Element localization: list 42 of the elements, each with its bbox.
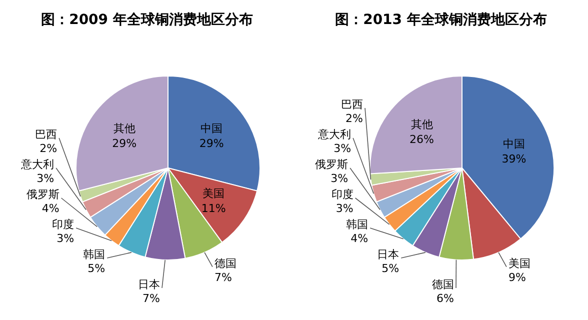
chart-title: 图：2013 年全球铜消费地区分布 — [335, 12, 547, 28]
data-label: 4% — [42, 202, 60, 215]
slice-label: 巴西 — [35, 128, 58, 141]
data-label: 5% — [88, 262, 106, 275]
slice-label: 德国 — [432, 278, 454, 291]
data-label: 3% — [36, 172, 54, 185]
slice-label: 中国 — [200, 122, 223, 136]
data-label: 7% — [142, 292, 160, 305]
slice-label: 德国 — [214, 256, 236, 270]
slice-label: 韩国 — [83, 248, 106, 261]
data-label: 6% — [436, 292, 454, 305]
slice-label: 印度 — [331, 188, 354, 201]
data-label: 3% — [334, 142, 352, 155]
slice-label: 日本 — [377, 248, 400, 261]
chart-title: 图：2009 年全球铜消费地区分布 — [41, 12, 253, 28]
slice-label: 其他 — [410, 118, 433, 132]
data-label: 26% — [410, 133, 434, 146]
slice-label: 中国 — [502, 137, 525, 150]
data-label: 7% — [214, 270, 232, 284]
slice-label: 印度 — [52, 218, 74, 231]
data-label: 39% — [502, 152, 526, 166]
slice-label: 其他 — [113, 122, 136, 136]
slice-label: 巴西 — [341, 98, 364, 111]
data-label: 9% — [508, 270, 526, 284]
slice-label: 美国 — [508, 256, 530, 270]
data-label: 2% — [346, 112, 364, 125]
data-label: 5% — [382, 262, 400, 275]
slice-label: 意大利 — [20, 158, 54, 171]
data-label: 3% — [56, 232, 74, 245]
slice-label: 韩国 — [346, 218, 368, 231]
data-label: 29% — [112, 137, 137, 150]
data-label: 2% — [40, 142, 58, 155]
data-label: 3% — [330, 172, 348, 185]
slice-label: 俄罗斯 — [26, 188, 60, 201]
data-label: 11% — [201, 202, 226, 216]
data-label: 29% — [199, 137, 224, 150]
data-label: 3% — [336, 202, 354, 215]
slice-label: 日本 — [138, 278, 160, 291]
slice-label: 俄罗斯 — [315, 158, 348, 171]
data-label: 4% — [350, 232, 368, 245]
slice-label: 意大利 — [317, 128, 352, 141]
slice-label: 美国 — [202, 187, 225, 200]
